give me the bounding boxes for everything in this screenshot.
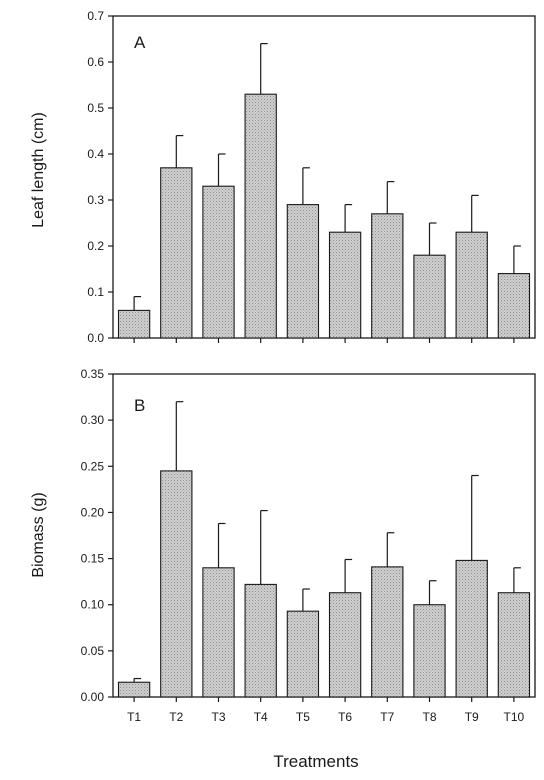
bar-a-t10 <box>497 273 531 339</box>
bar-b-t6 <box>328 592 362 698</box>
bar-b-t7 <box>371 566 404 698</box>
y-tick-label-a: 0.3 <box>87 193 104 207</box>
x-tick-label-b: T1 <box>127 710 141 724</box>
y-tick-label-b: 0.15 <box>81 552 105 566</box>
bar-a-t9 <box>455 231 488 339</box>
y-tick-label-a: 0.2 <box>87 239 104 253</box>
bar-b-t5 <box>286 610 320 698</box>
x-tick-label-b: T5 <box>296 710 310 724</box>
y-axis-label-b: Biomass (g) <box>30 492 47 577</box>
y-tick-label-b: 0.10 <box>81 598 105 612</box>
panel-label-a: A <box>134 33 146 52</box>
y-tick-label-a: 0.0 <box>87 331 104 345</box>
plot-frame-b <box>112 373 536 698</box>
y-tick-label-a: 0.7 <box>87 9 104 23</box>
bar-b-t2 <box>160 470 193 698</box>
x-tick-label-b: T3 <box>211 710 225 724</box>
bar-a-t1 <box>117 309 151 339</box>
x-tick-label-b: T9 <box>465 710 479 724</box>
bar-b-t9 <box>455 559 488 698</box>
y-tick-label-b: 0.35 <box>81 367 105 381</box>
x-tick-label-b: T2 <box>169 710 183 724</box>
chart-panel-a: A Leaf length (cm) 0.0 0.1 0.2 0.3 0.4 0.5 0.6… <box>30 9 536 345</box>
chart-panel-b: B Biomass (g) Treatments 0.00 0.05 0.10 0.1… <box>30 367 536 771</box>
bar-b-t3 <box>202 567 235 698</box>
y-axis-label-a: Leaf length (cm) <box>30 112 47 228</box>
bar-b-t8 <box>413 604 446 698</box>
panel-label-b: B <box>134 396 145 415</box>
x-tick-label-b: T8 <box>422 710 436 724</box>
y-tick-label-b: 0.20 <box>81 505 105 519</box>
y-tick-label-b: 0.05 <box>81 644 105 658</box>
bar-b-t10 <box>497 592 531 698</box>
plot-frame-a <box>112 15 536 339</box>
y-tick-label-a: 0.4 <box>87 147 104 161</box>
x-tick-label-b: T7 <box>380 710 394 724</box>
bar-a-t8 <box>413 254 446 339</box>
x-tick-label-b: T6 <box>338 710 352 724</box>
bar-a-t2 <box>160 167 193 339</box>
y-tick-label-b: 0.25 <box>81 459 105 473</box>
bar-a-t4 <box>244 93 277 339</box>
y-tick-label-a: 0.1 <box>87 285 104 299</box>
bar-a-t3 <box>202 185 235 339</box>
x-tick-label-b: T10 <box>504 710 525 724</box>
x-tick-label-b: T4 <box>254 710 268 724</box>
y-tick-label-b: 0.00 <box>81 690 105 704</box>
y-tick-label-a: 0.5 <box>87 101 104 115</box>
y-tick-label-b: 0.30 <box>81 413 105 427</box>
x-axis-label-b: Treatments <box>273 752 358 771</box>
bar-b-t4 <box>244 583 277 698</box>
bar-a-t5 <box>286 204 320 339</box>
bar-b-t1 <box>117 681 151 698</box>
y-tick-label-a: 0.6 <box>87 55 104 69</box>
bar-a-t6 <box>328 231 362 339</box>
bar-a-t7 <box>371 213 404 339</box>
